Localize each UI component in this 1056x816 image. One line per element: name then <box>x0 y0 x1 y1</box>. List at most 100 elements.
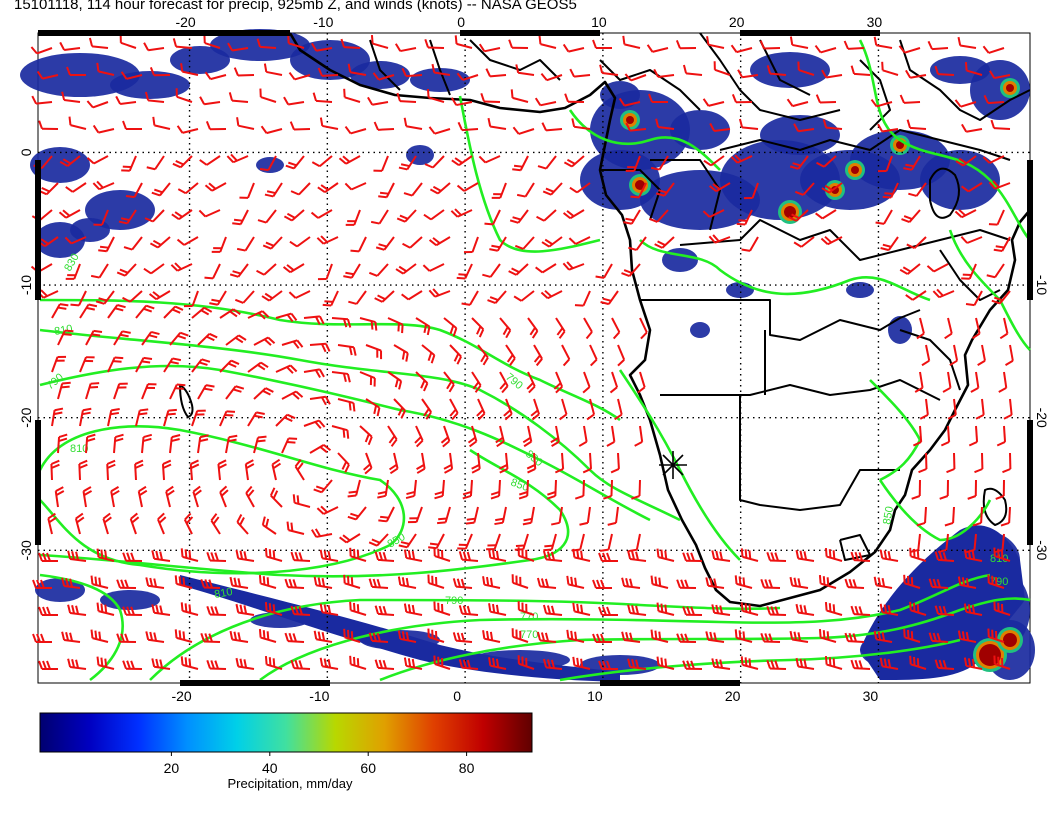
barb-shaft <box>232 155 249 164</box>
wind-barb <box>646 44 669 53</box>
barb-shaft <box>210 74 227 81</box>
barb-shaft <box>271 464 277 481</box>
barb-flag <box>158 516 167 524</box>
wind-barb <box>225 334 247 346</box>
barb-flag <box>883 550 888 560</box>
lat-tick-left: 0 <box>18 148 34 156</box>
barb-flag <box>881 61 884 71</box>
wind-barb <box>788 209 809 222</box>
wind-barb <box>316 235 339 245</box>
barb-shaft <box>505 398 513 415</box>
barb-shaft <box>381 290 395 303</box>
barb-flag <box>553 382 562 390</box>
barb-shaft <box>555 371 564 388</box>
wind-barb <box>503 398 513 421</box>
wind-barb <box>675 39 697 50</box>
precip-blob <box>670 110 730 150</box>
wind-barb <box>526 371 536 394</box>
barb-shaft <box>473 506 479 523</box>
barb-flag <box>433 601 436 611</box>
barb-flag <box>254 414 263 419</box>
wind-barb <box>983 94 1005 105</box>
wind-barb <box>482 630 501 643</box>
barb-shaft <box>101 209 109 226</box>
barb-flag <box>261 310 270 318</box>
barb-flag <box>482 273 491 278</box>
barb-flag <box>350 512 359 518</box>
wind-barb <box>487 290 507 305</box>
barb-flag <box>742 631 746 641</box>
barb-flag <box>540 291 549 300</box>
barb-shaft <box>751 182 759 199</box>
wind-barb <box>403 603 423 616</box>
barb-flag <box>262 576 266 585</box>
barb-flag <box>606 660 611 670</box>
barb-flag <box>319 549 324 559</box>
barb-flag <box>957 576 962 586</box>
barb-shaft <box>457 209 473 218</box>
barb-flag <box>875 221 885 225</box>
barb-flag <box>709 122 716 132</box>
barb-flag <box>488 603 492 612</box>
wind-barb <box>275 413 296 427</box>
wind-barb <box>86 155 109 165</box>
barb-shaft <box>323 236 339 245</box>
barb-flag <box>996 441 1006 447</box>
wind-barb <box>711 550 731 562</box>
barb-flag <box>260 361 269 369</box>
barb-flag <box>397 322 400 332</box>
barb-shaft <box>520 290 535 302</box>
barb-flag <box>206 335 215 342</box>
barb-shaft <box>493 533 501 550</box>
barb-flag <box>450 210 459 218</box>
barb-flag <box>349 655 352 665</box>
barb-flag <box>263 338 272 346</box>
barb-flag <box>609 386 618 394</box>
barb-flag <box>58 433 68 438</box>
barb-flag <box>580 604 584 614</box>
wind-barb <box>349 655 367 670</box>
barb-shaft <box>469 290 479 306</box>
wind-barb <box>389 452 399 475</box>
barb-flag <box>117 386 127 389</box>
barb-flag <box>854 659 859 669</box>
wind-barb <box>416 452 426 474</box>
wind-barb <box>177 182 199 195</box>
barb-flag <box>38 606 43 616</box>
wind-barb <box>288 71 311 81</box>
barb-flag <box>740 548 744 557</box>
wind-barb <box>375 236 395 251</box>
barb-flag <box>377 294 386 301</box>
precip-max <box>626 116 634 124</box>
barb-flag <box>482 576 486 585</box>
barb-flag <box>492 603 496 613</box>
colorbar <box>39 712 533 753</box>
barb-shaft <box>78 463 81 481</box>
wind-barb <box>909 655 927 670</box>
contour-line <box>259 573 991 682</box>
barb-flag <box>457 547 466 550</box>
wind-barb <box>106 459 116 481</box>
barb-shaft <box>176 95 193 103</box>
barb-flag <box>882 195 892 199</box>
wind-barb <box>370 209 389 225</box>
barb-shaft <box>350 128 367 135</box>
barb-flag <box>271 458 281 466</box>
barb-flag <box>400 163 410 168</box>
barb-flag <box>826 577 830 586</box>
barb-flag <box>403 549 408 559</box>
barb-shaft <box>434 555 451 562</box>
contour-line <box>858 39 1031 241</box>
barb-flag <box>235 549 240 559</box>
barb-flag <box>850 65 855 75</box>
barb-flag <box>515 64 520 73</box>
barb-flag <box>682 552 687 562</box>
barb-flag <box>149 66 155 76</box>
barb-flag <box>344 464 350 473</box>
barb-shaft <box>512 96 529 103</box>
wind-barb <box>144 209 165 223</box>
barb-flag <box>256 269 265 276</box>
barb-shaft <box>372 101 389 106</box>
barb-shaft <box>533 452 537 470</box>
barb-flag <box>433 547 436 557</box>
